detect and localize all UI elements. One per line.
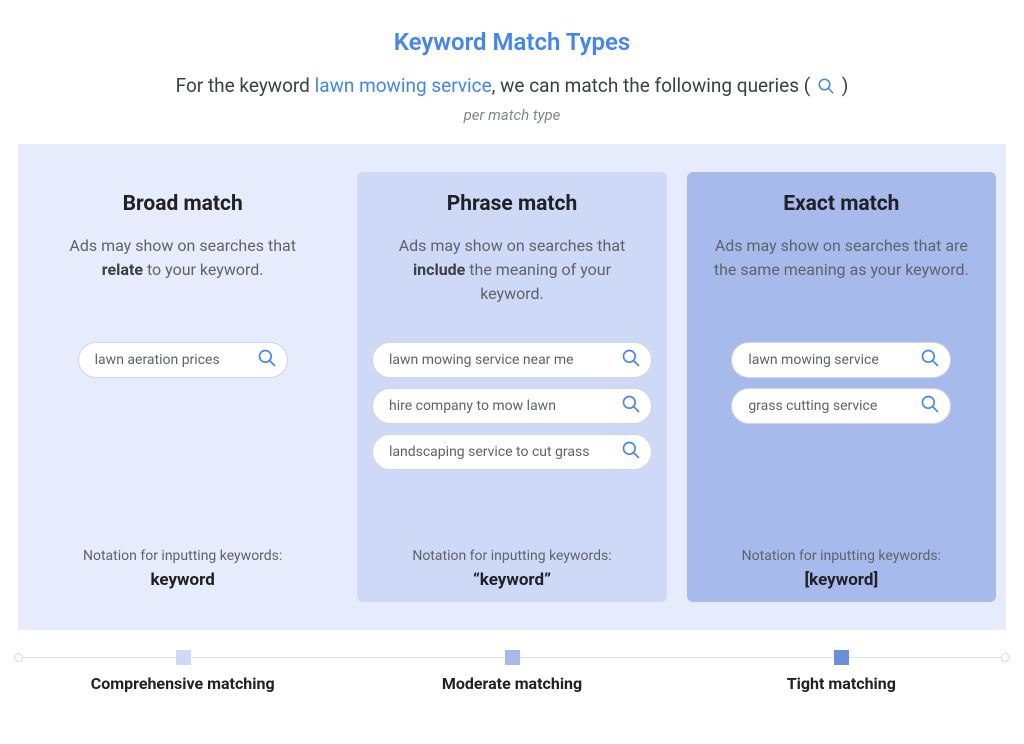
timeline-label-exact: Tight matching <box>677 674 1006 693</box>
query-pill: grass cutting service <box>731 388 951 424</box>
notation-exact: Notation for inputting keywords: [keywor… <box>742 548 941 590</box>
search-icon <box>611 394 641 418</box>
panel-exact: Exact match Ads may show on searches tha… <box>677 144 1006 630</box>
notation-value: “keyword” <box>412 570 611 590</box>
notation-phrase: Notation for inputting keywords: “keywor… <box>412 548 611 590</box>
query-list-broad: lawn aeration prices <box>40 334 325 474</box>
panel-phrase: Phrase match Ads may show on searches th… <box>347 144 676 630</box>
panel-title-exact: Exact match <box>783 192 899 216</box>
notation-label: Notation for inputting keywords: <box>83 548 282 564</box>
search-icon <box>611 348 641 372</box>
notation-value: [keyword] <box>742 570 941 590</box>
query-list-exact: lawn mowing service grass cutting servic… <box>699 334 984 474</box>
timeline-endpoint-left <box>14 653 23 662</box>
query-text: lawn mowing service near me <box>389 352 601 368</box>
subtitle-keyword: lawn mowing service <box>315 74 492 97</box>
query-pill: lawn mowing service near me <box>372 342 652 378</box>
page-title: Keyword Match Types <box>0 28 1024 56</box>
subtitle-close: ) <box>837 74 848 97</box>
subcaption: per match type <box>0 106 1024 124</box>
query-text: landscaping service to cut grass <box>389 444 601 460</box>
search-icon <box>910 394 940 418</box>
query-text: lawn aeration prices <box>95 352 237 368</box>
timeline-endpoint-right <box>1001 653 1010 662</box>
query-pill: lawn aeration prices <box>78 342 288 378</box>
subtitle: For the keyword lawn mowing service, we … <box>0 74 1024 100</box>
panel-title-phrase: Phrase match <box>447 192 577 216</box>
query-text: lawn mowing service <box>748 352 900 368</box>
timeline-label-broad: Comprehensive matching <box>18 674 347 693</box>
timeline-label-phrase: Moderate matching <box>347 674 676 693</box>
search-icon <box>910 348 940 372</box>
timeline <box>18 648 1006 668</box>
search-icon <box>611 440 641 464</box>
timeline-marker-broad <box>176 650 191 665</box>
query-pill: landscaping service to cut grass <box>372 434 652 470</box>
query-pill: hire company to mow lawn <box>372 388 652 424</box>
subtitle-pre: For the keyword <box>176 74 315 97</box>
query-list-phrase: lawn mowing service near me hire company… <box>369 334 654 474</box>
panel-desc-exact: Ads may show on searches that are the sa… <box>711 234 971 312</box>
panel-title-broad: Broad match <box>123 192 243 216</box>
query-pill: lawn mowing service <box>731 342 951 378</box>
query-text: hire company to mow lawn <box>389 398 601 414</box>
timeline-marker-exact <box>834 650 849 665</box>
query-text: grass cutting service <box>748 398 900 414</box>
search-icon <box>247 348 277 372</box>
panel-desc-phrase: Ads may show on searches that include th… <box>382 234 642 312</box>
timeline-marker-phrase <box>505 650 520 665</box>
notation-label: Notation for inputting keywords: <box>412 548 611 564</box>
timeline-labels: Comprehensive matching Moderate matching… <box>18 674 1006 693</box>
notation-broad: Notation for inputting keywords: keyword <box>83 548 282 590</box>
panel-desc-broad: Ads may show on searches that relate to … <box>53 234 313 312</box>
notation-label: Notation for inputting keywords: <box>742 548 941 564</box>
notation-value: keyword <box>83 570 282 590</box>
header: Keyword Match Types For the keyword lawn… <box>0 0 1024 124</box>
search-icon <box>817 77 835 100</box>
panels-container: Broad match Ads may show on searches tha… <box>18 144 1006 630</box>
panel-broad: Broad match Ads may show on searches tha… <box>18 144 347 630</box>
subtitle-post: , we can match the following queries ( <box>492 74 815 97</box>
